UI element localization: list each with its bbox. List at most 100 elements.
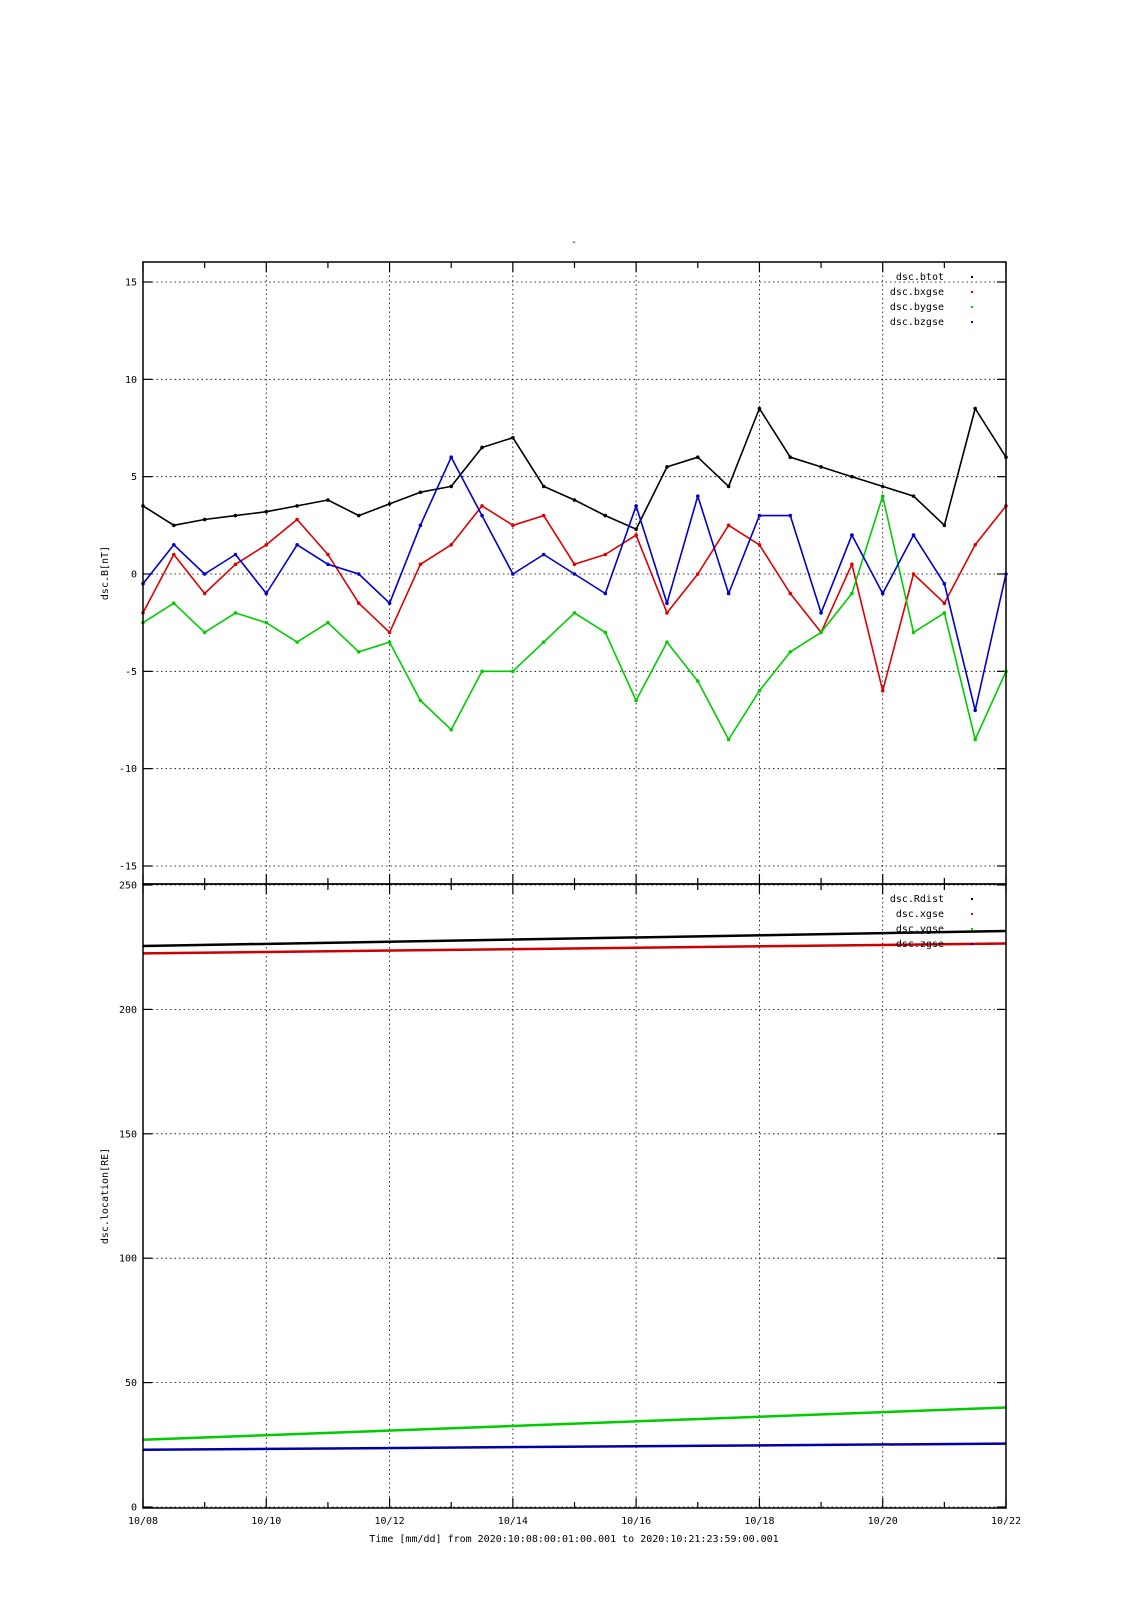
data-point [418, 562, 423, 567]
data-point [418, 698, 423, 703]
data-point [264, 591, 269, 596]
data-point [326, 552, 330, 557]
magnetic-field-y-axis-label: dsc.B[nT] [100, 546, 111, 600]
data-point [603, 513, 608, 518]
legend-marker [971, 928, 973, 930]
x-tick-label: 10/22 [991, 1516, 1021, 1527]
legend-marker [971, 276, 973, 278]
data-point [387, 601, 392, 605]
y-tick-label: 150 [119, 1129, 137, 1140]
location-grid [143, 884, 1006, 1508]
series-line-dsc-bxgse [142, 505, 1007, 692]
data-point [295, 504, 299, 508]
data-point [665, 601, 669, 605]
y-tick-label: 200 [119, 1005, 137, 1016]
data-point [326, 498, 330, 502]
data-point [819, 611, 823, 615]
data-point [202, 517, 207, 522]
legend-label: dsc.zgse [896, 939, 944, 950]
legend-marker [971, 306, 973, 308]
data-point [202, 630, 207, 635]
data-point [387, 640, 392, 644]
x-tick-label: 10/16 [621, 1516, 651, 1527]
data-point [634, 504, 638, 508]
data-point [511, 435, 515, 440]
data-point [788, 650, 793, 654]
data-point [665, 465, 669, 469]
data-point [511, 572, 515, 576]
data-point [850, 474, 854, 479]
legend-marker [971, 291, 973, 293]
y-tick-label: 100 [119, 1254, 137, 1265]
data-point [449, 727, 454, 732]
series-line-dsc-bygse [142, 495, 1007, 741]
data-point [449, 543, 454, 547]
data-point [172, 523, 176, 528]
data-point [387, 630, 392, 635]
data-point [911, 630, 916, 635]
legend-label: dsc.Rdist [890, 894, 944, 905]
data-point [788, 513, 793, 518]
y-tick-label: 0 [131, 570, 137, 581]
series-line-dsc-zgse [142, 1442, 1007, 1452]
data-point [911, 572, 916, 576]
data-point [880, 484, 885, 489]
data-point [541, 552, 546, 557]
legend-label: dsc.bzgse [890, 317, 944, 328]
data-point [511, 669, 515, 674]
data-point [973, 406, 977, 411]
data-point [757, 689, 762, 693]
y-tick-label: 250 [119, 881, 137, 892]
legend-label: dsc.btot [896, 272, 944, 283]
data-point [387, 502, 392, 506]
data-point [695, 494, 700, 498]
data-point [665, 611, 669, 615]
x-tick-label: 10/12 [375, 1516, 405, 1527]
data-point [264, 509, 269, 514]
data-point [788, 455, 793, 460]
data-point [295, 640, 299, 644]
data-point [541, 484, 546, 489]
data-point [911, 533, 916, 537]
data-point [356, 513, 361, 518]
series-line-dsc-bzgse [142, 456, 1007, 712]
data-point [634, 698, 638, 703]
data-point [911, 494, 916, 498]
data-point [449, 484, 454, 489]
y-tick-label: 10 [125, 375, 137, 386]
data-point [572, 572, 577, 576]
data-point [695, 572, 700, 576]
data-point [726, 591, 731, 596]
location-panel: 0 50 100 150 200 250 dsc.Rdist dsc.xgse dsc.ygs… [100, 881, 1007, 1514]
location-legend: dsc.Rdist dsc.xgse dsc.ygse dsc.zgse [890, 894, 973, 950]
data-point [880, 689, 885, 693]
data-point [480, 504, 484, 508]
y-tick-label: -15 [119, 862, 137, 873]
data-point [757, 406, 762, 411]
data-point [172, 601, 176, 605]
data-point [295, 543, 299, 547]
data-point [233, 562, 238, 567]
y-tick-label: 0 [131, 1503, 137, 1514]
x-tick-label: 10/10 [251, 1516, 281, 1527]
legend-label: dsc.bygse [890, 302, 944, 313]
location-plot-frame [142, 883, 1007, 1509]
legend-label: dsc.ygse [896, 924, 944, 935]
data-point [757, 513, 762, 518]
series-line-dsc-ygse [142, 1406, 1007, 1442]
y-tick-label: 5 [131, 472, 137, 483]
data-point [295, 517, 299, 522]
data-point [788, 591, 793, 596]
y-tick-label: -5 [125, 667, 137, 678]
data-point [202, 572, 207, 576]
data-point [418, 523, 423, 528]
legend-label: dsc.bxgse [890, 287, 944, 298]
data-point [233, 513, 238, 518]
data-point [942, 581, 947, 586]
legend-marker [971, 913, 973, 915]
data-point [850, 591, 854, 596]
data-point [356, 650, 361, 654]
x-tick-label: 10/14 [498, 1516, 528, 1527]
x-tick-label: 10/08 [128, 1516, 158, 1527]
